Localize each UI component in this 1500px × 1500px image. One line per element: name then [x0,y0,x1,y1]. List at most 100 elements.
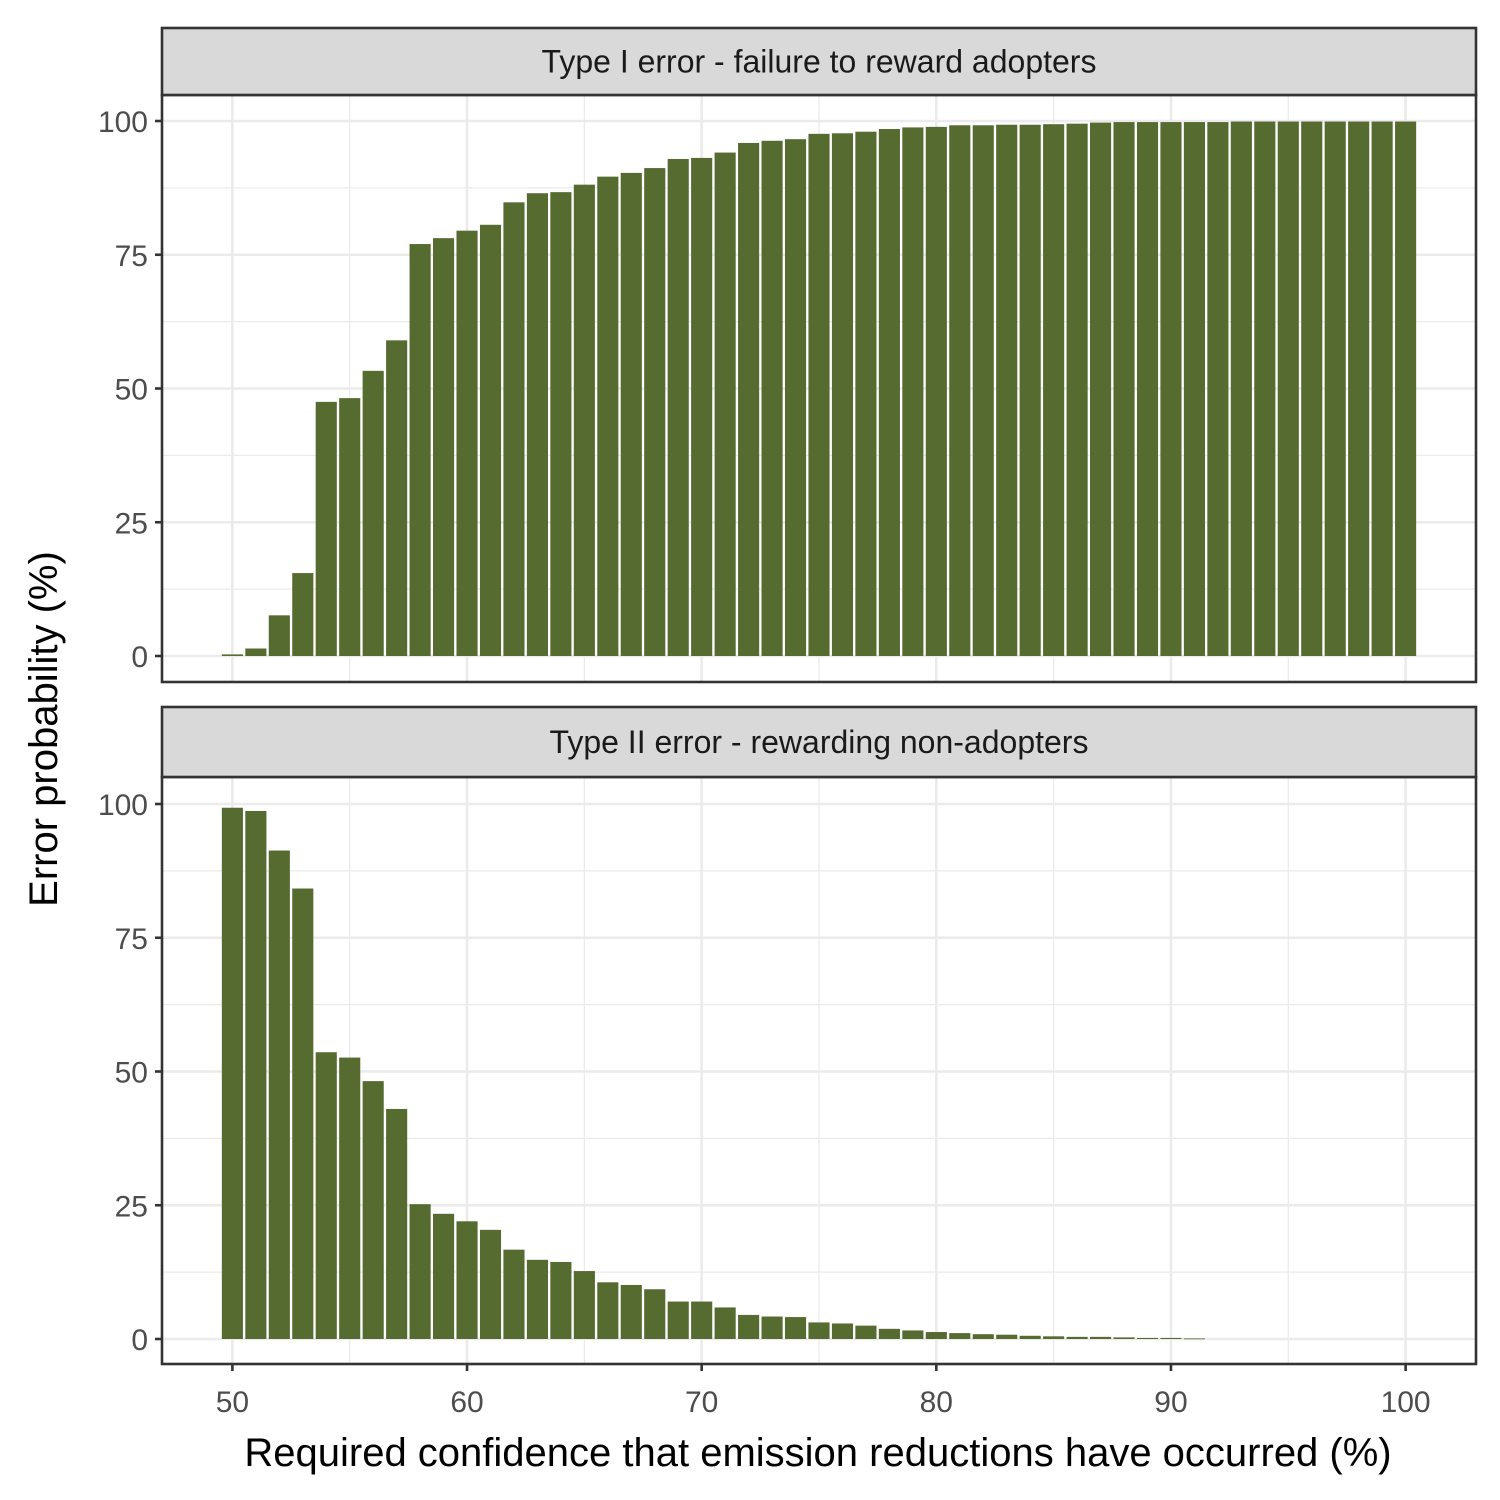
bar-53 [292,888,314,1339]
bar-56 [362,370,384,656]
bar-63 [526,1259,548,1339]
x-tick-label: 70 [685,1386,718,1419]
bar-83 [996,124,1018,657]
bar-79 [902,127,924,657]
bar-88 [1113,1337,1135,1339]
x-tick-label: 60 [450,1386,483,1419]
y-tick-label: 75 [115,240,148,273]
bar-66 [597,176,619,656]
bar-78 [878,129,900,656]
facet-panels: Type I error - failure to reward adopter… [98,26,1478,1366]
bar-68 [644,1289,666,1339]
bar-82 [972,125,994,656]
bar-60 [456,230,478,657]
bar-59 [433,238,455,657]
bar-82 [972,1334,994,1339]
x-tick-label: 50 [216,1386,249,1419]
bar-71 [714,152,736,656]
bar-77 [855,1325,877,1339]
bar-52 [268,615,290,656]
bar-51 [245,648,267,656]
bar-66 [597,1282,619,1339]
bar-54 [315,1052,337,1339]
bar-75 [808,133,830,657]
bar-95 [1277,121,1299,656]
bar-70 [691,1301,713,1339]
bar-91 [1183,1338,1205,1340]
bar-77 [855,131,877,656]
facet-strip [160,705,1478,779]
bar-85 [1043,1336,1065,1339]
bar-63 [526,193,548,656]
y-axis-title: Error probability (%) [22,551,66,907]
bar-69 [667,158,689,657]
bar-80 [925,126,947,656]
y-tick-label: 0 [131,641,148,674]
bar-84 [1019,1335,1041,1339]
facet-strip-label: Type I error - failure to reward adopter… [542,44,1097,80]
bar-98 [1348,121,1370,656]
bar-59 [433,1213,455,1339]
bar-72 [738,142,760,656]
bar-68 [644,168,666,656]
bar-58 [409,244,431,657]
y-tick-label: 0 [131,1324,148,1357]
bar-51 [245,810,267,1339]
bar-76 [831,133,854,656]
bar-64 [550,1261,572,1339]
x-tick-label: 90 [1154,1386,1187,1419]
bar-58 [409,1204,431,1339]
bar-57 [386,1108,408,1339]
bar-81 [949,125,971,656]
bar-86 [1066,1336,1088,1339]
bar-52 [268,850,290,1339]
bar-88 [1113,122,1135,656]
facet-strip-label: Type II error - rewarding non-adopters [550,724,1089,760]
y-tick-label: 100 [98,789,148,822]
x-tick-label: 80 [920,1386,953,1419]
bar-81 [949,1333,971,1339]
bar-65 [573,184,595,657]
bar-73 [761,1316,783,1339]
bar-78 [878,1328,900,1339]
bar-83 [996,1334,1018,1339]
facet-strip [160,26,1478,97]
bar-80 [925,1332,947,1339]
bar-93 [1230,121,1252,656]
bar-74 [784,139,807,656]
bar-71 [714,1307,736,1339]
bar-94 [1254,121,1276,656]
bar-57 [386,340,408,656]
y-tick-label: 100 [98,106,148,139]
bar-60 [456,1221,478,1339]
bar-64 [550,192,572,656]
bar-61 [479,1229,502,1339]
bar-55 [339,398,361,656]
bar-89 [1136,1337,1159,1339]
bar-62 [503,1249,525,1339]
bar-97 [1324,121,1346,656]
y-tick-label: 25 [115,1190,148,1223]
bar-54 [315,401,337,656]
bar-84 [1019,124,1041,657]
bar-50 [221,807,243,1339]
bar-70 [691,157,713,657]
bar-67 [620,1284,642,1339]
bar-92 [1207,122,1229,656]
bar-69 [667,1301,689,1339]
x-tick-label: 100 [1381,1386,1431,1419]
bar-67 [620,172,642,656]
bar-85 [1043,124,1065,656]
bar-72 [738,1314,760,1339]
bar-55 [339,1057,361,1339]
bar-62 [503,202,525,656]
bar-53 [292,573,314,656]
bar-90 [1160,1337,1182,1339]
y-tick-label: 50 [115,1057,148,1090]
bar-91 [1183,122,1205,656]
y-tick-label: 50 [115,374,148,407]
bar-86 [1066,123,1088,657]
bar-61 [479,224,502,657]
y-tick-label: 25 [115,507,148,540]
